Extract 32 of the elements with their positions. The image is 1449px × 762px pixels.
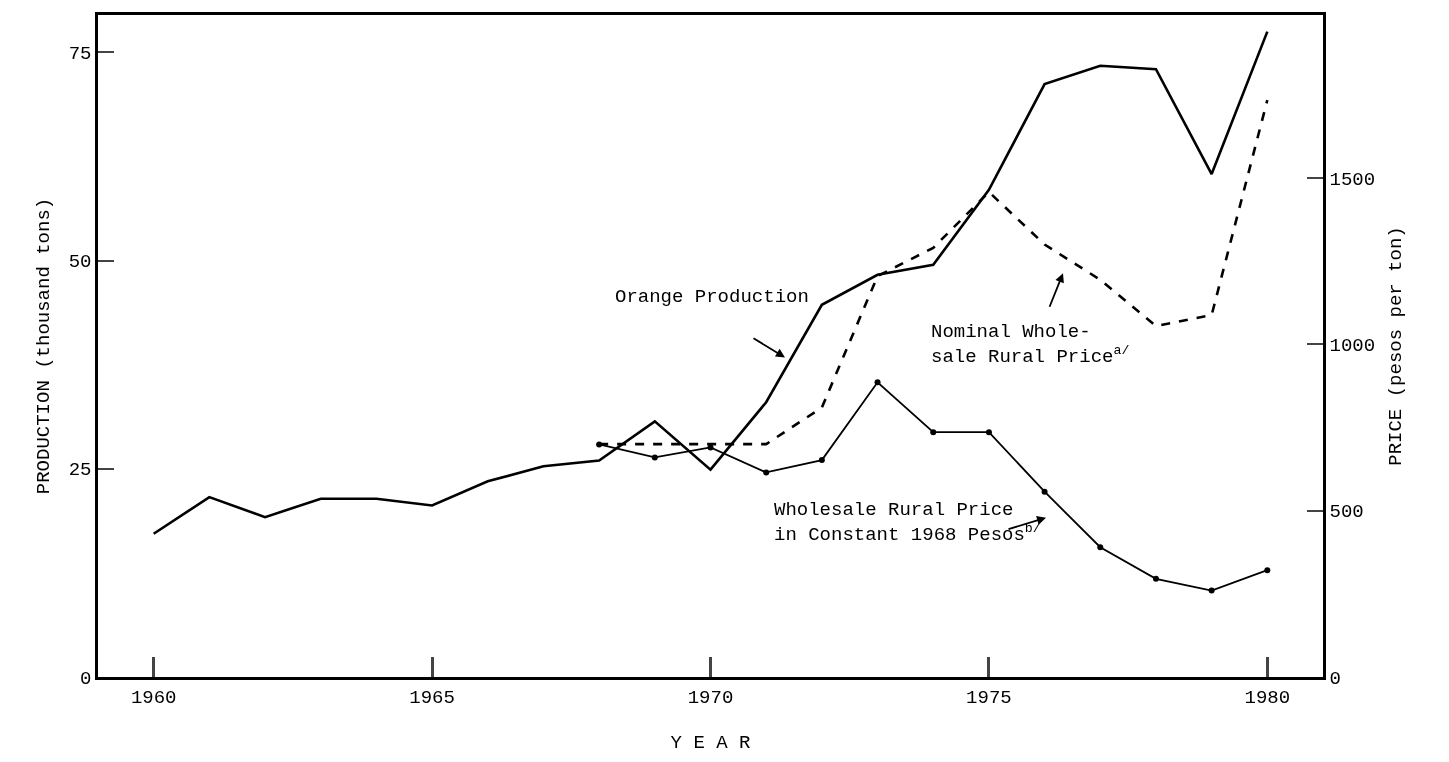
point bbox=[930, 429, 937, 436]
point bbox=[818, 457, 825, 464]
y-axis-title: PRODUCTION (thousand tons) bbox=[33, 197, 56, 495]
point bbox=[596, 441, 603, 448]
y-tick-label: 25 bbox=[68, 459, 92, 482]
point bbox=[1152, 575, 1159, 582]
y2-tick-label: 1500 bbox=[1329, 168, 1376, 191]
point bbox=[1041, 488, 1048, 495]
point bbox=[707, 444, 714, 451]
point bbox=[1264, 567, 1271, 574]
annotation: Orange Production bbox=[615, 286, 809, 308]
y2-tick-label: 1000 bbox=[1329, 334, 1376, 357]
x-tick-label: 1960 bbox=[130, 686, 177, 709]
y2-tick-label: 0 bbox=[1329, 667, 1341, 690]
point bbox=[985, 429, 992, 436]
annotation: Wholesale Rural Price in Constant 1968 Pesos$^{b/}$ bbox=[774, 499, 1041, 546]
y-tick-label: 75 bbox=[68, 43, 92, 66]
point bbox=[874, 379, 881, 386]
point bbox=[651, 454, 658, 461]
point bbox=[1208, 587, 1215, 594]
y2-tick-label: 500 bbox=[1329, 501, 1364, 524]
x-tick-label: 1975 bbox=[966, 686, 1012, 709]
y-tick-label: 50 bbox=[68, 251, 92, 274]
point bbox=[1097, 544, 1104, 551]
y2-axis-title: PRICE (pesos per ton) bbox=[1384, 226, 1407, 466]
y-tick-label: 0 bbox=[80, 667, 92, 690]
point bbox=[763, 469, 770, 476]
annotation: Nominal Whole- sale Rural Price$^{a/}$ bbox=[931, 321, 1130, 368]
x-tick-label: 1965 bbox=[409, 686, 455, 709]
x-tick-label: 1980 bbox=[1244, 686, 1291, 709]
x-tick-label: 1970 bbox=[687, 686, 734, 709]
x-axis-title: Y E A R bbox=[670, 732, 751, 755]
